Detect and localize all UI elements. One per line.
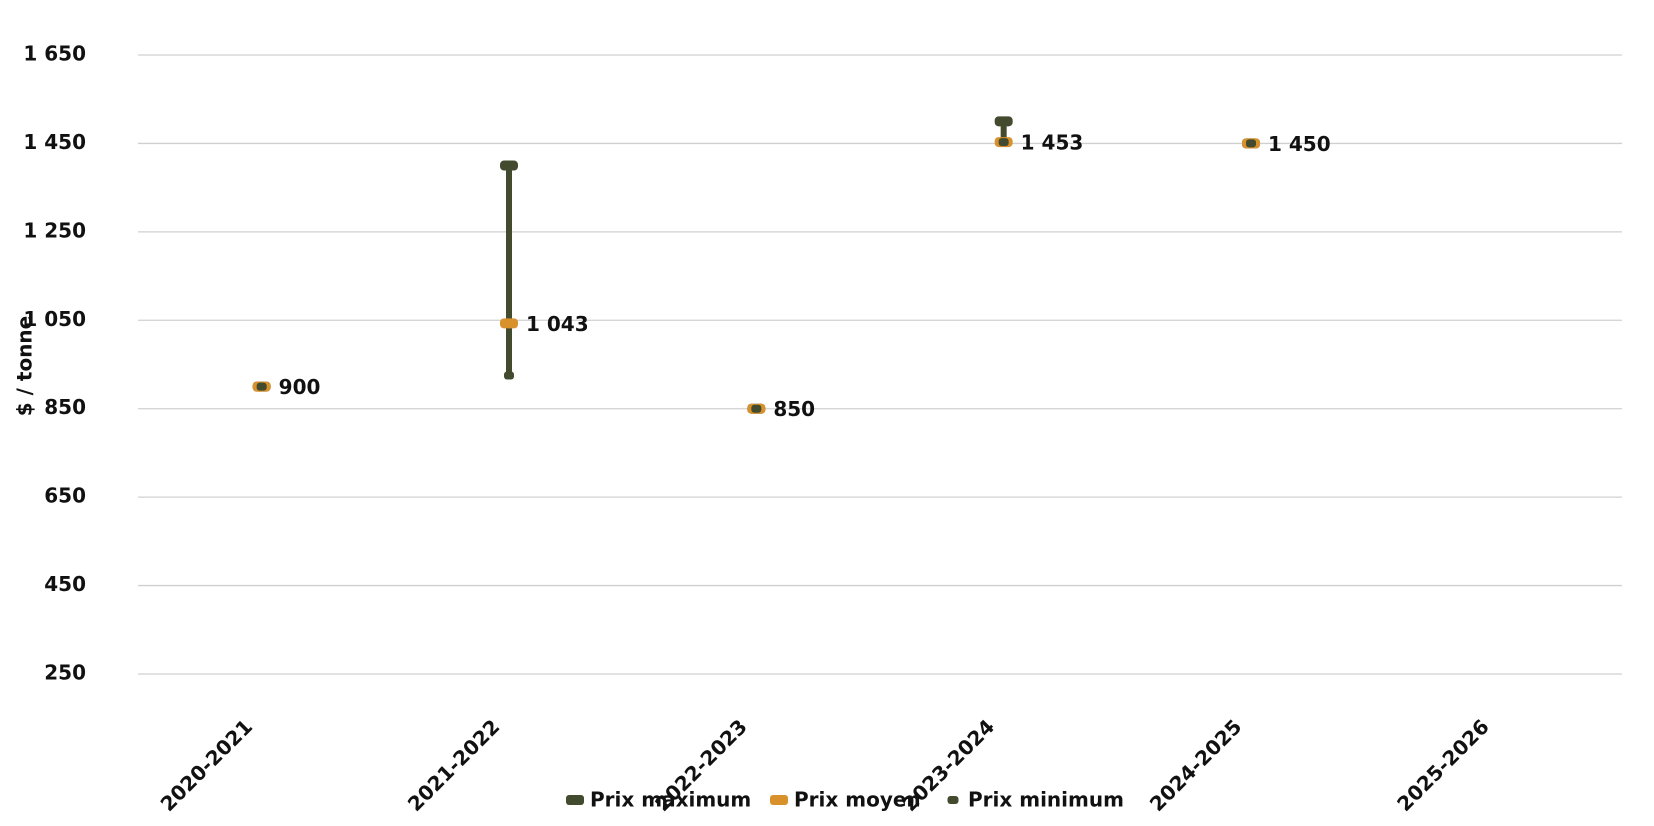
value-label: 1 450 [1268, 132, 1331, 156]
x-tick-label: 2025-2026 [1392, 714, 1494, 816]
y-tick-label: 1 650 [23, 42, 86, 66]
y-tick-label: 850 [44, 395, 86, 419]
value-label: 900 [279, 375, 321, 399]
legend-label: Prix maximum [590, 788, 751, 812]
legend-swatch [566, 795, 584, 805]
max-marker [500, 160, 518, 171]
mean-marker [500, 318, 518, 329]
x-tick-label: 2021-2022 [403, 714, 505, 816]
min-marker [256, 382, 267, 391]
min-marker [504, 371, 514, 380]
y-tick-label: 650 [44, 484, 86, 508]
min-marker [1246, 139, 1256, 148]
min-marker [751, 404, 762, 413]
legend-swatch [770, 795, 788, 805]
min-marker [998, 138, 1009, 147]
y-tick-label: 1 050 [23, 307, 86, 331]
legend-swatch [947, 796, 959, 804]
y-axis-label: $ / tonne [13, 316, 37, 417]
y-tick-label: 1 250 [23, 218, 86, 242]
x-tick-label: 2020-2021 [156, 714, 258, 816]
y-tick-label: 450 [44, 572, 86, 596]
legend-label: Prix minimum [968, 788, 1124, 812]
y-tick-label: 1 450 [23, 130, 86, 154]
y-tick-label: 250 [44, 661, 86, 685]
value-label: 850 [773, 397, 815, 421]
max-marker [994, 116, 1013, 127]
value-label: 1 043 [526, 312, 589, 336]
legend-label: Prix moyen [794, 788, 921, 812]
x-tick-label: 2024-2025 [1145, 714, 1247, 816]
value-label: 1 453 [1021, 131, 1084, 155]
